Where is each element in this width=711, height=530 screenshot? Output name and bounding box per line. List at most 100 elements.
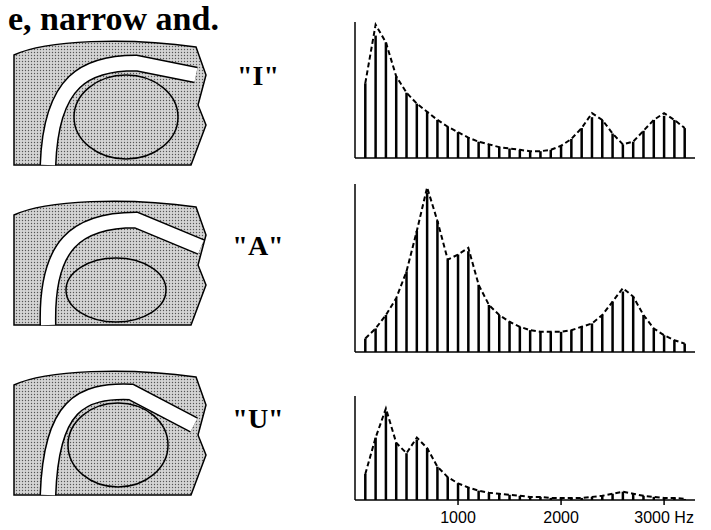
vowel-label: "U": [232, 403, 283, 434]
harmonic-bar: [539, 332, 542, 352]
harmonic-bar: [508, 148, 511, 158]
harmonic-bar: [570, 330, 573, 352]
harmonic-bar: [457, 255, 460, 352]
x-tick-label: 2000: [543, 509, 579, 526]
harmonic-bar: [632, 297, 635, 352]
x-axis: [355, 499, 695, 501]
y-axis: [354, 396, 356, 500]
harmonic-bar: [405, 271, 408, 352]
harmonic-bar: [529, 330, 532, 352]
harmonic-bar: [446, 477, 449, 500]
harmonic-bar: [467, 488, 470, 500]
harmonic-bar: [632, 142, 635, 158]
tongue: [66, 258, 166, 322]
harmonic-bar: [364, 474, 367, 500]
envelope-line: [365, 187, 684, 343]
harmonic-bar: [508, 322, 511, 352]
harmonic-bar: [570, 139, 573, 158]
harmonic-bar: [488, 144, 491, 158]
harmonic-bar: [550, 150, 553, 158]
harmonic-bar: [457, 132, 460, 158]
harmonic-bar: [477, 142, 480, 158]
envelope-line: [365, 408, 684, 498]
harmonic-bar: [560, 332, 563, 352]
x-tick: [457, 500, 459, 505]
tongue: [74, 75, 178, 159]
head-region: [14, 371, 206, 495]
tract-outline: [48, 392, 194, 495]
harmonic-bar: [591, 323, 594, 352]
vocal-tract: [14, 201, 206, 325]
harmonic-bar: [364, 339, 367, 352]
tract-outline: [48, 63, 196, 165]
harmonic-bar: [663, 116, 666, 158]
harmonic-bar: [580, 327, 583, 352]
harmonic-bar: [395, 298, 398, 352]
tract-air: [48, 392, 194, 495]
envelope-line: [365, 25, 684, 151]
harmonic-bar: [519, 150, 522, 158]
harmonic-bar: [364, 83, 367, 158]
harmonic-bar: [673, 340, 676, 352]
x-tick: [560, 500, 562, 505]
harmonic-bar: [374, 36, 377, 158]
harmonic-bar: [663, 335, 666, 352]
harmonic-bar: [611, 134, 614, 158]
harmonic-bar: [405, 93, 408, 158]
harmonic-bar: [622, 492, 625, 500]
x-tick-label: 3000 Hz: [634, 509, 694, 526]
tract-outline: [48, 220, 201, 325]
harmonic-bar: [580, 128, 583, 158]
harmonic-bar: [374, 438, 377, 500]
harmonic-bar: [498, 315, 501, 352]
harmonic-bar: [446, 127, 449, 158]
harmonic-bar: [436, 120, 439, 158]
harmonic-bar: [488, 305, 491, 352]
tract-air: [48, 220, 201, 325]
vocal-tract: [14, 371, 206, 495]
plot-area: [364, 408, 686, 500]
head-region: [14, 201, 206, 325]
harmonic-bar: [416, 231, 419, 352]
harmonic-bar: [426, 112, 429, 158]
x-tick: [663, 500, 665, 505]
harmonic-bar: [529, 151, 532, 158]
harmonic-bar: [426, 448, 429, 500]
harmonic-bar: [395, 76, 398, 158]
x-axis: [355, 157, 695, 159]
harmonic-bar: [457, 483, 460, 500]
harmonic-bar: [683, 128, 686, 158]
harmonic-bar: [374, 328, 377, 352]
harmonic-bar: [601, 315, 604, 352]
harmonic-bar: [498, 147, 501, 158]
harmonic-bar: [467, 251, 470, 352]
vowel-label: "I": [237, 60, 279, 91]
harmonic-bar: [436, 467, 439, 500]
plot-area: [364, 25, 686, 158]
harmonic-bar: [673, 120, 676, 158]
harmonic-bar: [642, 131, 645, 158]
harmonic-bar: [560, 146, 563, 158]
harmonic-bar: [405, 453, 408, 500]
harmonic-bar: [653, 328, 656, 352]
harmonic-bar: [416, 440, 419, 500]
harmonic-bar: [446, 260, 449, 352]
y-axis: [354, 22, 356, 158]
x-tick-label: 1000: [440, 509, 476, 526]
harmonic-bar: [519, 327, 522, 352]
harmonic-bar: [653, 120, 656, 158]
figure: e, narrow and."I""A""U"100020003000 Hz: [0, 0, 711, 530]
harmonic-bar: [622, 292, 625, 352]
tract-air: [48, 63, 196, 165]
harmonic-bar: [385, 42, 388, 158]
harmonic-bar: [395, 443, 398, 500]
head-region: [14, 41, 206, 165]
harmonic-bar: [426, 192, 429, 352]
harmonic-bar: [385, 315, 388, 352]
harmonic-bar: [622, 144, 625, 158]
header-title: e, narrow and.: [8, 0, 219, 37]
x-axis: [355, 351, 695, 353]
vocal-tract: [14, 41, 206, 165]
harmonic-bar: [436, 221, 439, 352]
harmonic-bar: [683, 344, 686, 352]
